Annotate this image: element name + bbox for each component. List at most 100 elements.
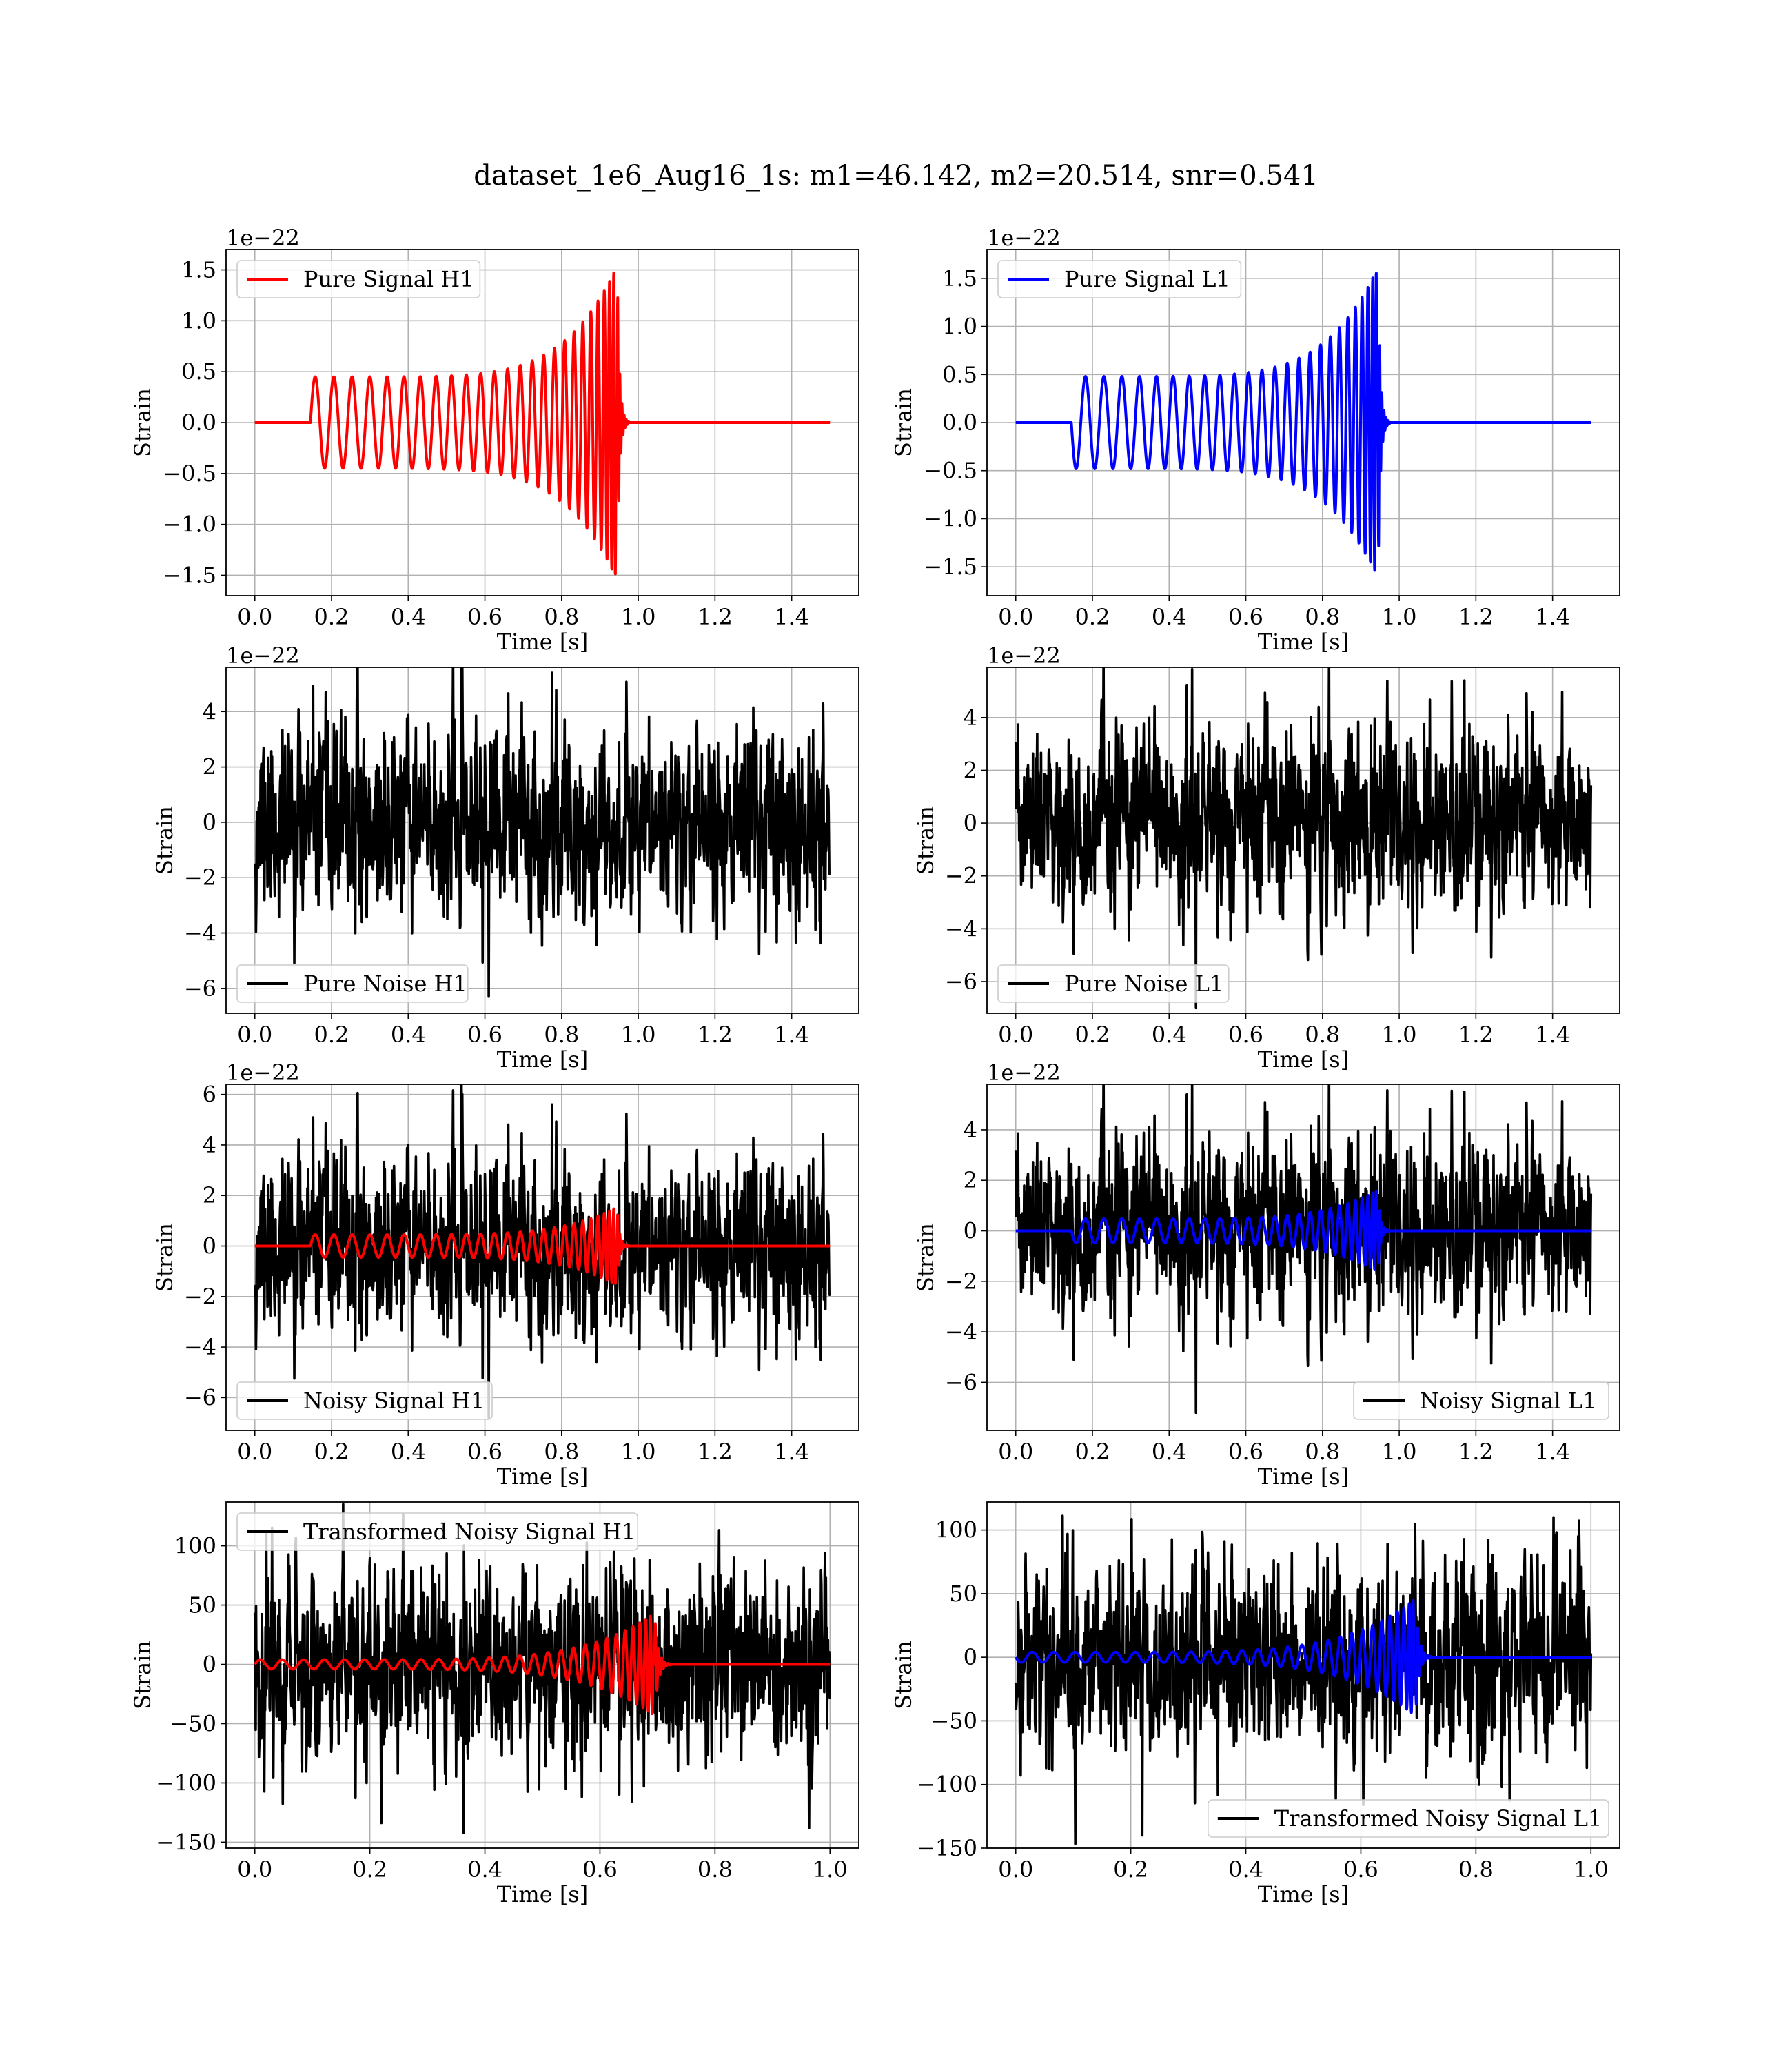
- x-tick-label: 0.0: [237, 1022, 272, 1048]
- x-tick-label: 0.2: [1075, 1022, 1110, 1048]
- legend: Pure Noise H1: [236, 964, 469, 1003]
- x-tick-label: 0.4: [1228, 1856, 1263, 1883]
- x-axis-label: Time [s]: [1258, 1881, 1349, 1907]
- y-tick-label: −6: [184, 975, 216, 1002]
- y-tick-label: 2: [203, 754, 216, 780]
- x-tick-label: 1.2: [698, 604, 733, 630]
- legend-box: [236, 1381, 493, 1420]
- plot-area: [253, 1503, 832, 1834]
- y-tick-label: −50: [930, 1707, 977, 1734]
- x-tick-label: 0.8: [1305, 1022, 1340, 1048]
- y-tick-label: −6: [184, 1384, 216, 1410]
- x-tick-label: 0.4: [391, 1022, 426, 1048]
- y-tick-label: 50: [188, 1592, 216, 1619]
- x-tick-label: 0.8: [698, 1856, 733, 1883]
- plot-area: [1014, 272, 1593, 572]
- x-tick-label: 1.4: [774, 1022, 809, 1048]
- legend-box: [1208, 1799, 1609, 1838]
- x-tick-label: 0.2: [352, 1856, 387, 1883]
- x-tick-label: 0.0: [998, 604, 1033, 630]
- y-tick-label: 0: [964, 810, 977, 836]
- x-tick-label: 0.6: [1228, 1022, 1263, 1048]
- y-tick-label: −2: [945, 1268, 977, 1295]
- legend-label: Noisy Signal H1: [303, 1388, 485, 1414]
- x-tick-label: 0.8: [1305, 604, 1340, 630]
- plot-area: [253, 1084, 832, 1419]
- y-tick-label: −1.5: [163, 562, 216, 588]
- y-axis-label: Strain: [130, 1641, 156, 1710]
- x-tick-label: 0.8: [544, 1439, 579, 1465]
- x-tick-label: 0.2: [1113, 1856, 1148, 1883]
- y-tick-label: 2: [203, 1182, 216, 1208]
- y-tick-label: 0: [964, 1644, 977, 1670]
- signal-line: [1014, 1599, 1593, 1714]
- legend-label: Transformed Noisy Signal L1: [1274, 1805, 1602, 1832]
- y-tick-label: 1.5: [942, 265, 977, 292]
- x-tick-label: 0.6: [1343, 1856, 1378, 1883]
- x-tick-label: 0.8: [1305, 1439, 1340, 1465]
- axis-offset-text: 1e−22: [987, 225, 1061, 251]
- signal-line: [253, 1207, 832, 1285]
- x-axis-label: Time [s]: [1258, 629, 1349, 655]
- x-tick-label: 1.4: [774, 604, 809, 630]
- noise-line: [1014, 667, 1593, 1010]
- x-tick-label: 1.2: [1458, 604, 1494, 630]
- axis-offset-text: 1e−22: [226, 642, 300, 669]
- plot-area: [253, 271, 832, 576]
- x-tick-label: 1.0: [1574, 1856, 1609, 1883]
- y-tick-label: −150: [156, 1829, 216, 1855]
- x-tick-label: 0.4: [1152, 1439, 1187, 1465]
- subplot-l1-transformed: 0.0 0.2 0.4 0.6 0.8 1.0 −150 −100 −50 0 50 100 Time …: [890, 1501, 1620, 1907]
- y-tick-label: 1.0: [942, 314, 977, 340]
- y-tick-label: −4: [945, 915, 977, 942]
- legend: Pure Noise L1: [997, 964, 1230, 1003]
- legend-box: [997, 260, 1242, 298]
- axes-frame: [225, 1084, 859, 1431]
- x-tick-label: 0.4: [467, 1856, 502, 1883]
- x-tick-label: 0.2: [1075, 604, 1110, 630]
- x-tick-label: 1.0: [621, 1022, 656, 1048]
- x-tick-label: 0.0: [998, 1856, 1033, 1883]
- x-tick-label: 0.8: [544, 1022, 579, 1048]
- legend-label: Pure Signal H1: [303, 266, 474, 292]
- y-tick-label: 50: [949, 1581, 977, 1607]
- y-tick-label: 0: [203, 1652, 216, 1678]
- legend-box: [236, 964, 469, 1003]
- x-tick-label: 1.0: [1382, 604, 1417, 630]
- subplot-h1-noise: 0.0 0.2 0.4 0.6 0.8 1.0 1.2 1.4 −6 −4 −2 0 2 4 Time [s…: [152, 642, 859, 1073]
- axes-frame: [986, 667, 1620, 1014]
- legend: Transformed Noisy Signal L1: [1208, 1799, 1609, 1838]
- y-axis-label: Strain: [152, 1223, 178, 1292]
- y-tick-label: 0.0: [181, 409, 216, 436]
- y-axis-label: Strain: [913, 1223, 939, 1292]
- legend-label: Pure Signal L1: [1064, 266, 1230, 292]
- axis-offset-text: 1e−22: [226, 1060, 300, 1086]
- x-tick-label: 0.8: [1458, 1856, 1494, 1883]
- y-tick-label: −100: [917, 1772, 977, 1798]
- legend: Transformed Noisy Signal H1: [236, 1512, 639, 1551]
- y-tick-label: −100: [156, 1770, 216, 1796]
- axes-frame: [986, 1084, 1620, 1431]
- signal-line: [253, 271, 832, 576]
- y-tick-label: −0.5: [163, 460, 216, 487]
- x-tick-label: 0.2: [314, 1022, 349, 1048]
- signal-line: [1014, 1190, 1593, 1271]
- y-tick-label: −50: [170, 1710, 216, 1736]
- legend-box: [1353, 1381, 1609, 1420]
- x-tick-label: 0.2: [314, 1439, 349, 1465]
- y-tick-label: 4: [203, 1132, 216, 1158]
- subplot-h1-transformed: 0.0 0.2 0.4 0.6 0.8 1.0 −150 −100 −50 0 50 100 Time …: [130, 1501, 859, 1907]
- y-tick-label: 100: [935, 1517, 977, 1543]
- noise-line: [253, 1084, 831, 1419]
- subplot-l1-noise: 0.0 0.2 0.4 0.6 0.8 1.0 1.2 1.4 −6 −4 −2 0 2 4 Time [s…: [913, 642, 1620, 1073]
- subplot-l1-noisy: 0.0 0.2 0.4 0.6 0.8 1.0 1.2 1.4 −6 −4 −2 0 2 4 Time [s…: [913, 1060, 1620, 1490]
- x-axis-label: Time [s]: [497, 1463, 588, 1490]
- axes-frame: [225, 1501, 859, 1849]
- y-tick-label: 4: [203, 698, 216, 724]
- axis-offset-text: 1e−22: [226, 225, 300, 251]
- x-tick-label: 1.2: [1458, 1439, 1494, 1465]
- x-tick-label: 0.0: [237, 1439, 272, 1465]
- x-axis-label: Time [s]: [497, 1046, 588, 1073]
- y-tick-label: −2: [945, 863, 977, 889]
